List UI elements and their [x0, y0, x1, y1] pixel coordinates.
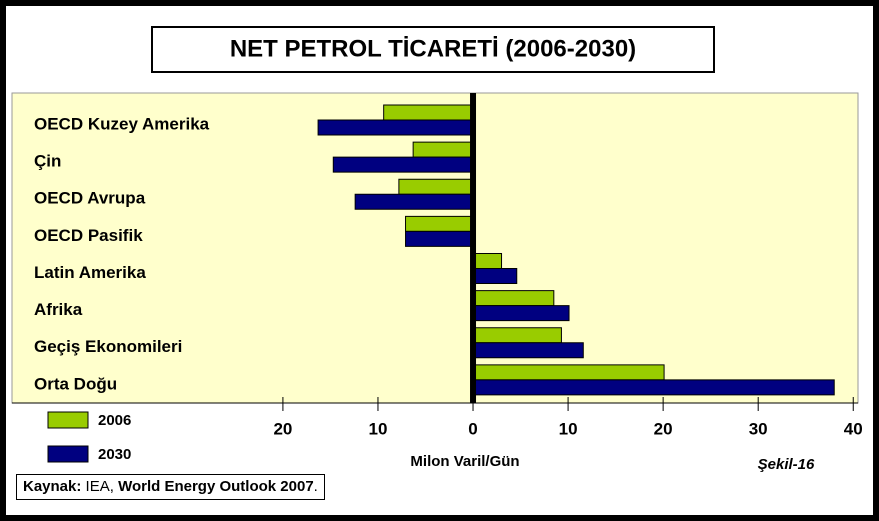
- bar: [472, 327, 562, 344]
- category-label: OECD Kuzey Amerika: [34, 114, 210, 133]
- source-end: .: [313, 478, 318, 495]
- legend-label: 2030: [98, 446, 131, 463]
- bar: [405, 230, 474, 247]
- bar: [412, 141, 474, 158]
- category-label: Orta Doğu: [34, 374, 117, 393]
- source-title: World Energy Outlook 2007: [118, 478, 314, 495]
- plot-area: [11, 92, 859, 404]
- bar: [472, 305, 570, 322]
- source-org: IEA,: [85, 478, 114, 495]
- x-tick-label: 20: [273, 419, 292, 438]
- bar: [332, 156, 474, 173]
- title-box: [151, 26, 715, 73]
- bar: [317, 119, 474, 136]
- x-tick-label: 40: [844, 419, 863, 438]
- legend-swatch: [47, 445, 89, 463]
- bar: [472, 290, 555, 307]
- x-tick-label: 30: [749, 419, 768, 438]
- bar: [472, 253, 503, 269]
- x-axis-label: Milon Varil/Gün: [410, 453, 519, 470]
- x-tick-label: 20: [654, 419, 673, 438]
- x-tick-label: 0: [468, 419, 477, 438]
- bar: [405, 215, 474, 232]
- bar: [354, 193, 474, 210]
- category-label: Afrika: [34, 300, 83, 319]
- category-label: OECD Pasifik: [34, 226, 143, 245]
- category-label: Geçiş Ekonomileri: [34, 337, 182, 356]
- figure-label: Şekil-16: [758, 456, 815, 473]
- legend-label: 2006: [98, 412, 131, 429]
- legend-swatch: [47, 411, 89, 429]
- bar: [472, 268, 518, 284]
- bar: [472, 364, 665, 381]
- category-label: OECD Avrupa: [34, 189, 146, 208]
- source-label: Kaynak:: [23, 478, 82, 495]
- bar: [383, 104, 474, 121]
- bar: [472, 379, 835, 396]
- x-tick-label: 10: [369, 419, 388, 438]
- chart-title: NET PETROL TİCARETİ (2006-2030): [230, 35, 636, 62]
- x-tick-label: 10: [559, 419, 578, 438]
- category-label: Çin: [34, 152, 61, 171]
- source-note: Kaynak: IEA, World Energy Outlook 2007.: [16, 474, 325, 500]
- bar: [472, 342, 584, 359]
- bar: [398, 178, 474, 195]
- category-label: Latin Amerika: [34, 263, 146, 282]
